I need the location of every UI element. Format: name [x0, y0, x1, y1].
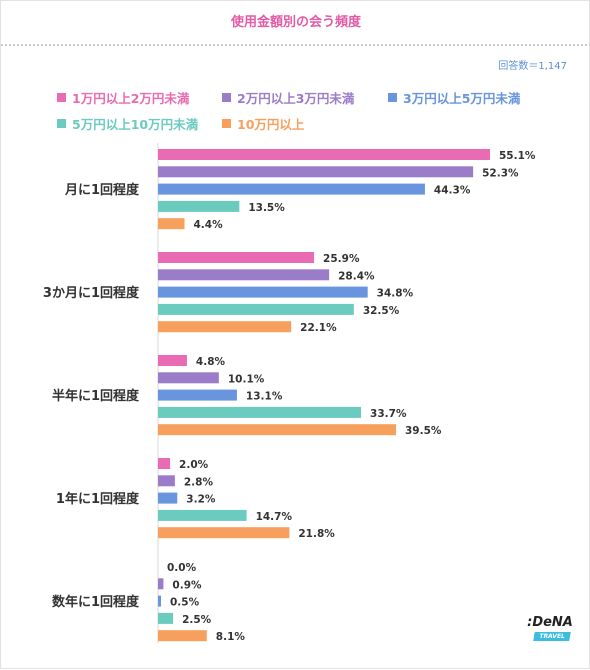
data-label: 55.1%	[499, 150, 536, 162]
data-label: 2.5%	[182, 614, 212, 626]
data-label: 2.0%	[179, 459, 209, 471]
data-label: 25.9%	[323, 253, 360, 265]
data-label: 0.0%	[167, 562, 197, 574]
bar	[158, 303, 354, 315]
title-divider	[1, 44, 590, 46]
bar	[158, 509, 247, 521]
legend-swatch	[57, 118, 66, 128]
data-label: 4.8%	[196, 356, 226, 368]
bar	[158, 286, 368, 298]
bar	[158, 218, 185, 230]
data-label: 32.5%	[363, 305, 400, 317]
bar	[158, 321, 292, 333]
bar	[158, 458, 171, 469]
data-label: 33.7%	[370, 408, 407, 420]
bar	[158, 166, 474, 178]
bar	[158, 406, 362, 418]
bar	[158, 149, 490, 160]
category-label: 3か月に1回程度	[43, 285, 140, 301]
data-label: 2.8%	[184, 476, 214, 488]
legend-item: 10万円以上	[222, 115, 305, 132]
dena-travel-logo: :DeNA TRAVEL	[524, 615, 576, 645]
data-label: 52.3%	[482, 167, 519, 179]
bar	[158, 269, 330, 281]
answer-count: 回答数＝1,147	[498, 61, 567, 72]
data-label: 13.1%	[246, 391, 283, 403]
bar	[158, 492, 178, 504]
data-label: 0.5%	[170, 597, 200, 609]
logo-name: :DeNA	[527, 615, 573, 630]
legend-item: 1万円以上2万円未満	[57, 89, 190, 106]
bar	[158, 183, 425, 195]
chart-title: 使用金額別の会う頻度	[230, 15, 361, 30]
data-label: 34.8%	[377, 288, 414, 300]
data-label: 28.4%	[338, 270, 375, 282]
legend-swatch	[57, 92, 66, 102]
data-label: 10.1%	[228, 373, 265, 385]
legend-item: 3万円以上5万円未満	[388, 89, 521, 106]
legend-label: 2万円以上3万円未満	[237, 90, 355, 106]
data-label: 13.5%	[248, 202, 285, 214]
legend-item: 2万円以上3万円未満	[222, 89, 355, 106]
bar	[158, 527, 290, 539]
data-label: 0.9%	[172, 579, 202, 591]
data-label: 8.1%	[216, 631, 246, 643]
logo-tag: TRAVEL	[533, 632, 571, 641]
data-label: 4.4%	[194, 219, 224, 231]
legend-item: 5万円以上10万円未満	[57, 115, 199, 132]
bar	[158, 355, 187, 366]
category-label: 数年に1回程度	[52, 594, 140, 610]
legend-label: 3万円以上5万円未満	[403, 90, 521, 106]
legend-label: 10万円以上	[237, 116, 305, 132]
legend-swatch	[222, 118, 231, 128]
data-label: 44.3%	[434, 185, 471, 197]
legend-swatch	[222, 92, 231, 102]
bar	[158, 252, 315, 263]
category-label: 半年に1回程度	[52, 388, 140, 404]
legend-swatch	[388, 92, 397, 102]
category-label: 月に1回程度	[64, 182, 140, 198]
bar	[158, 595, 162, 607]
data-label: 3.2%	[186, 494, 216, 506]
bar	[158, 389, 237, 401]
legend-label: 1万円以上2万円未満	[72, 90, 190, 106]
bar	[158, 200, 240, 212]
data-label: 21.8%	[298, 528, 335, 540]
data-label: 39.5%	[405, 425, 442, 437]
bar	[158, 424, 397, 436]
bar	[158, 612, 174, 624]
bar	[158, 372, 219, 384]
category-label: 1年に1回程度	[56, 491, 140, 507]
bar	[158, 578, 164, 590]
data-label: 14.7%	[256, 511, 293, 523]
bar	[158, 475, 175, 487]
bar	[158, 630, 207, 642]
legend-label: 5万円以上10万円未満	[72, 116, 199, 132]
data-label: 22.1%	[300, 322, 337, 334]
